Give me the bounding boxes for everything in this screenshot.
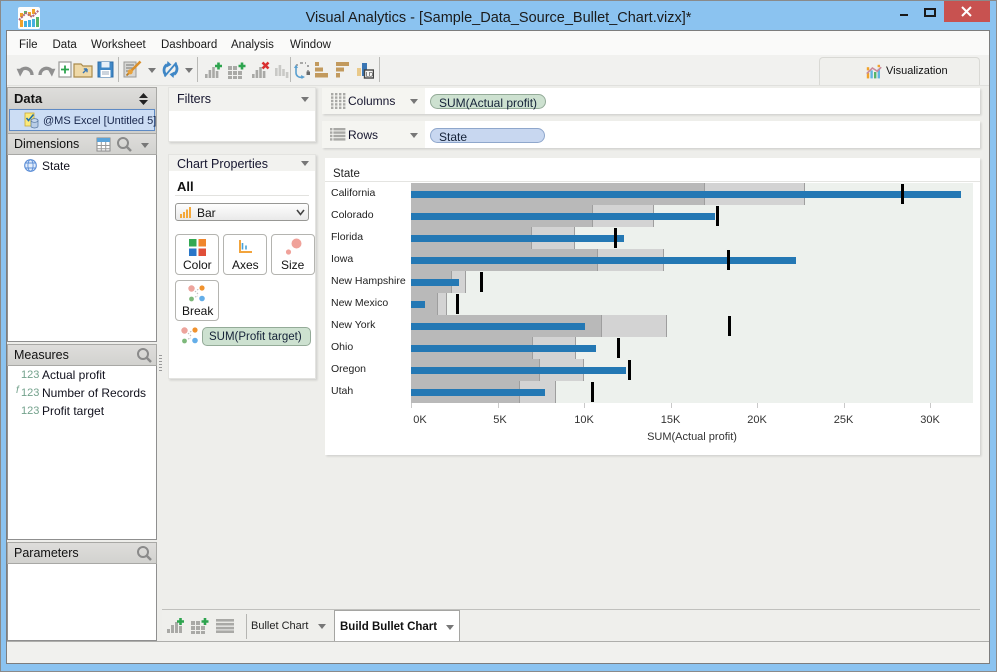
svg-text:LD: LD: [366, 73, 374, 79]
